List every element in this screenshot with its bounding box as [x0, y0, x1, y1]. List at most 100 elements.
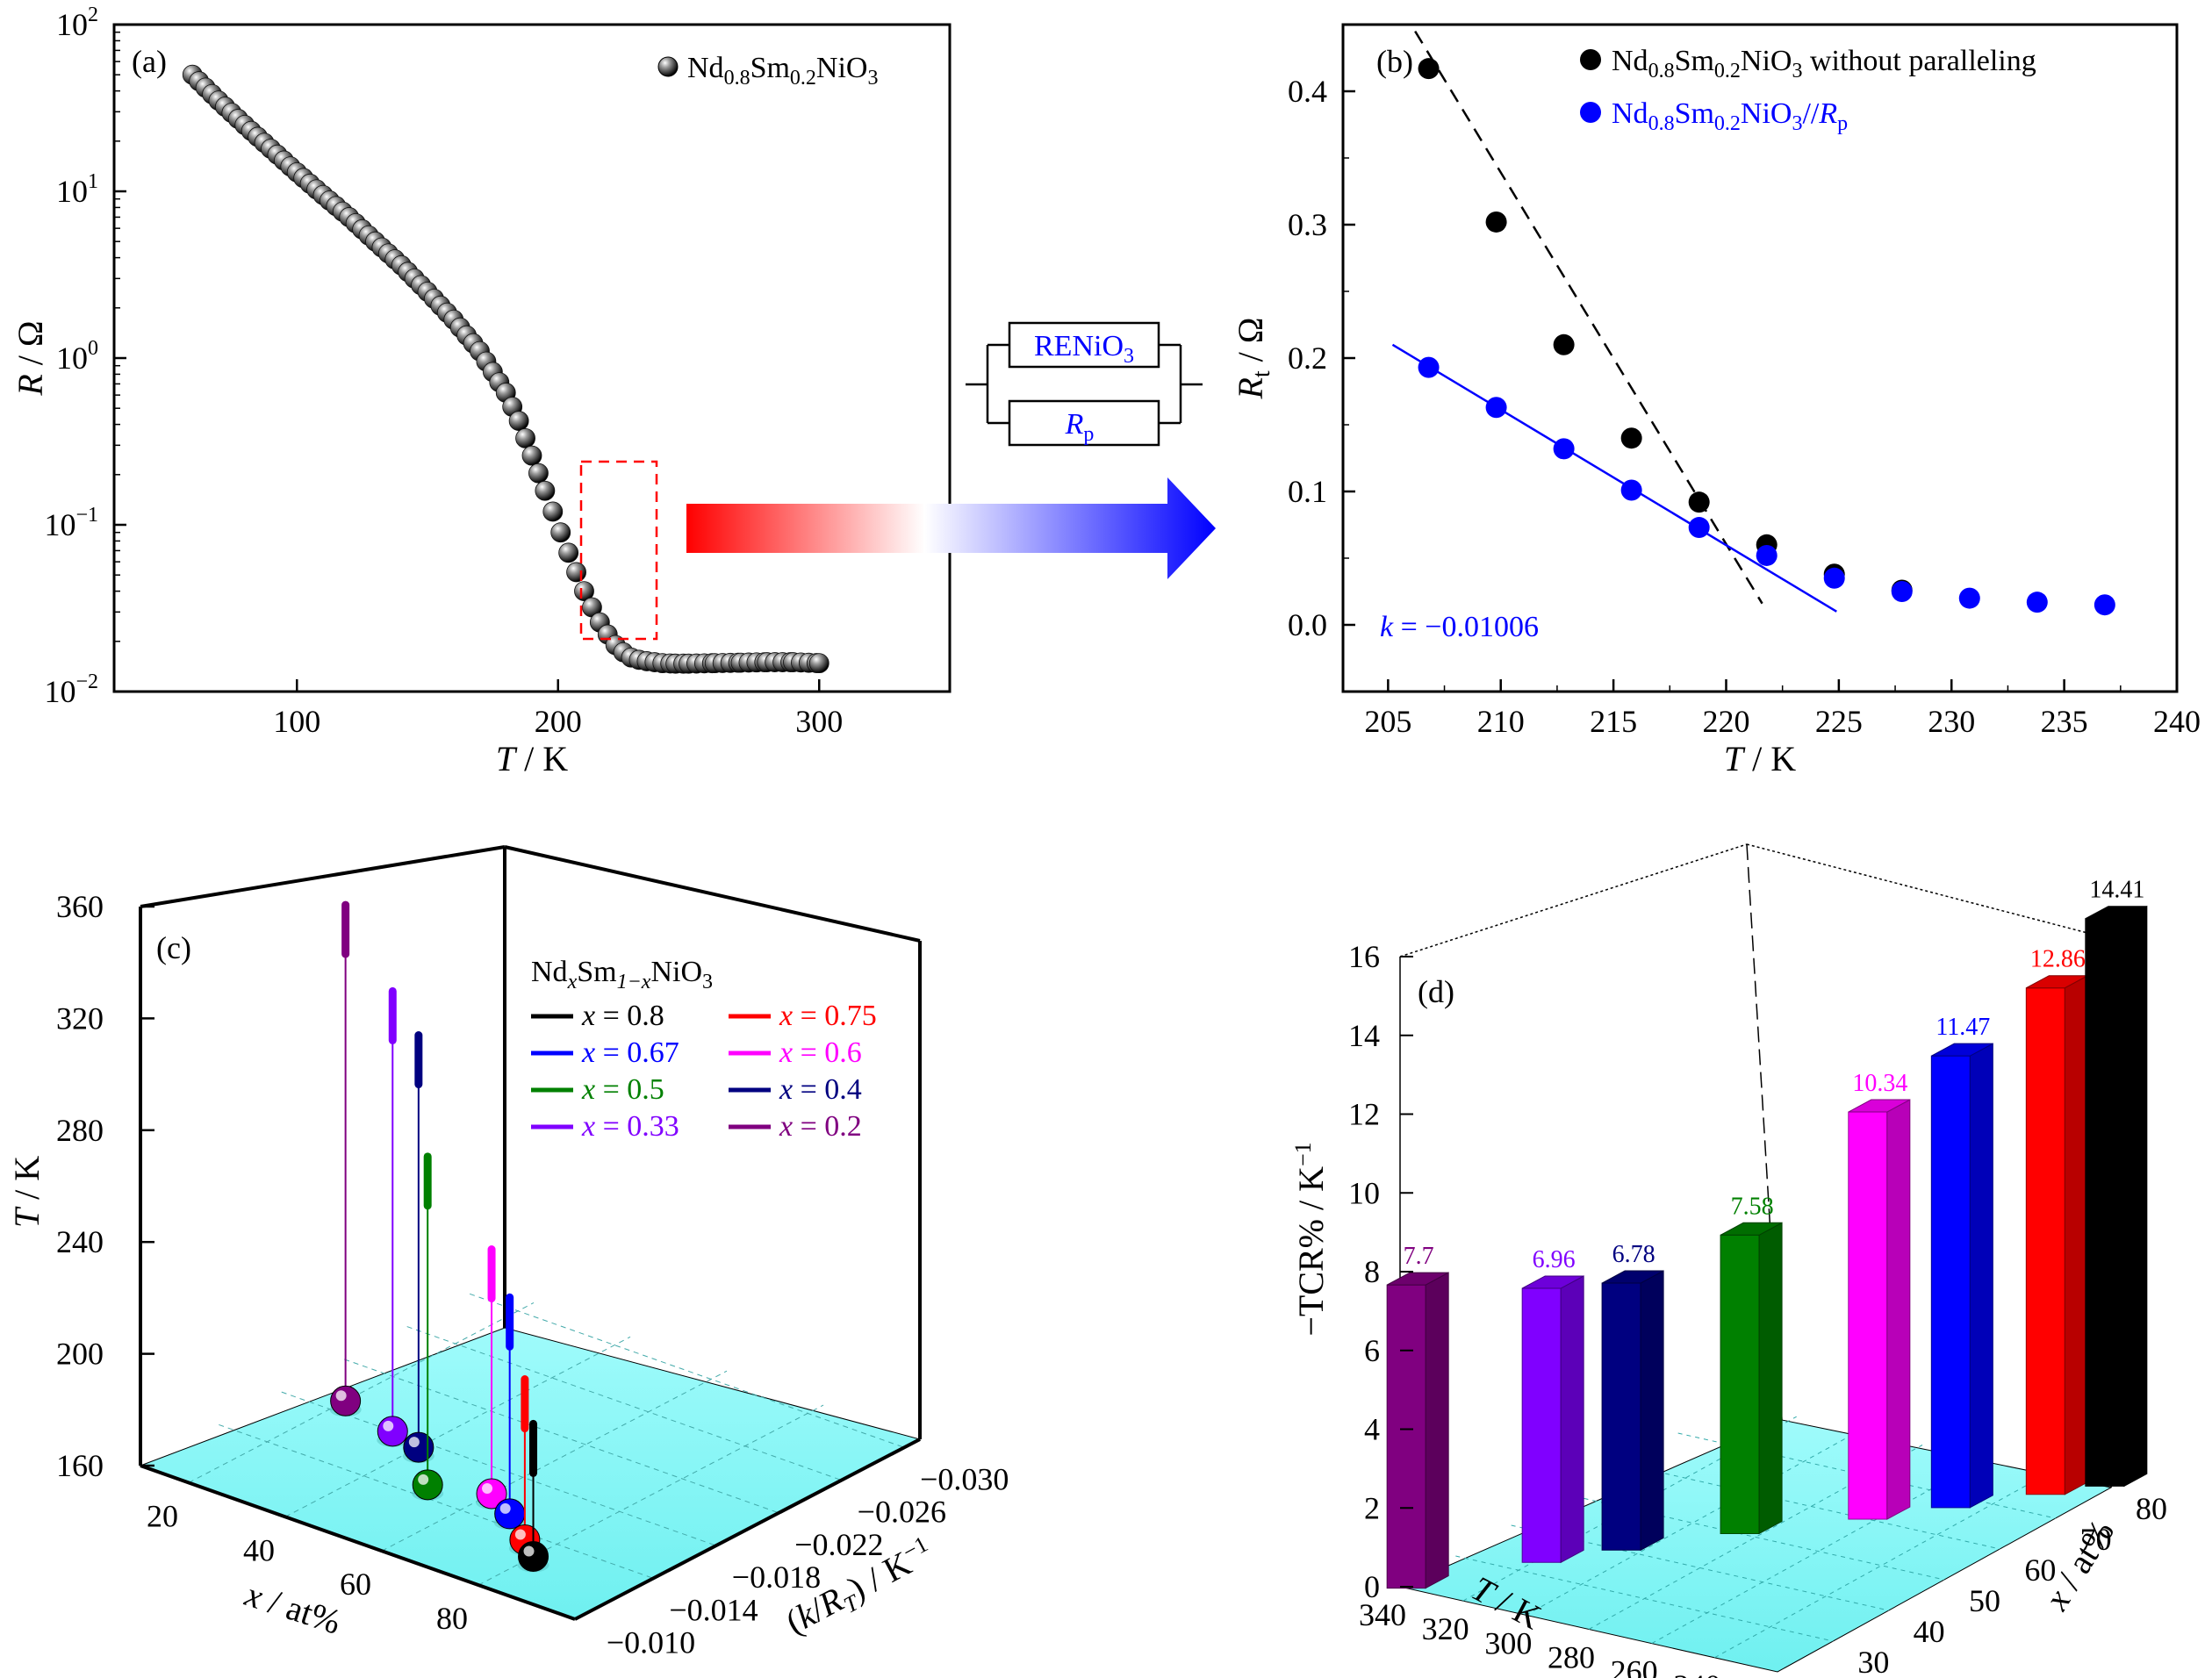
data-point-highlight-c	[523, 1545, 535, 1557]
z-tick-label-d: 8	[1364, 1254, 1380, 1289]
x-tick-label-d: 70	[2080, 1522, 2112, 1557]
legend-label-a: Nd0.8Sm0.2NiO3	[687, 52, 878, 90]
bar-side-d	[1886, 1099, 1911, 1520]
y-tick-label-a: 102	[56, 4, 98, 42]
T-tick-label-d: 240	[1673, 1668, 1720, 1678]
data-point-b-black	[1418, 58, 1440, 80]
data-point-a	[574, 581, 594, 602]
data-point-b-blue	[2094, 594, 2115, 616]
legend-label-b-black: Nd0.8Sm0.2NiO3 without paralleling	[1612, 45, 2036, 82]
bar-front-d	[1930, 1055, 1971, 1509]
z-tick-label-c: 280	[56, 1113, 104, 1148]
legend-marker-b-blue	[1580, 102, 1601, 123]
T-tick-label-d: 300	[1484, 1625, 1532, 1660]
y-tick-label-b: 0.1	[1288, 474, 1327, 509]
data-point-b-blue	[1688, 517, 1710, 539]
legend-label-c: x = 0.33	[581, 1110, 679, 1143]
bar-side-d	[1425, 1272, 1449, 1589]
z-tick-label-d: 16	[1348, 939, 1380, 974]
y-tick-label-c: −0.026	[858, 1495, 946, 1530]
bar-top-d	[2085, 906, 2148, 920]
bar-value-label-d: 6.78	[1612, 1241, 1655, 1268]
x-tick-label-b: 235	[2041, 704, 2088, 739]
bar-side-d	[2064, 974, 2088, 1495]
data-point-a	[550, 522, 571, 543]
z-axis-label-d: −TCR% / K−1	[1290, 1142, 1331, 1336]
legend-marker-b-black	[1580, 49, 1601, 70]
y-tick-label-c: −0.014	[669, 1592, 758, 1627]
panel-label-b: (b)	[1376, 44, 1413, 79]
panel-label-c: (c)	[156, 930, 191, 965]
data-point-b-blue	[1620, 479, 1642, 501]
axis-ticks-d: 0246810121416340320300280260240220203040…	[1348, 939, 2167, 1678]
data-point-highlight-c	[499, 1502, 511, 1514]
x-tick-label-b: 240	[2153, 704, 2201, 739]
bar-front-d	[2085, 918, 2125, 1487]
data-point-b-blue	[1891, 581, 1913, 602]
grid-line-c	[188, 1302, 535, 1483]
bar-value-label-d: 6.96	[1533, 1246, 1576, 1273]
data-point-a	[508, 411, 529, 431]
x-tick-label-b: 205	[1364, 704, 1411, 739]
z-tick-label-c: 160	[56, 1448, 104, 1483]
data-point-a	[808, 653, 830, 674]
bar-top-d	[1601, 1270, 1664, 1284]
x-tick-label-c: 40	[243, 1532, 275, 1567]
x-tick-label-b: 230	[1928, 704, 1975, 739]
data-point-c	[403, 1431, 434, 1463]
slope-annotation: k = −0.01006	[1380, 611, 1539, 643]
z-tick-label-d: 14	[1348, 1018, 1380, 1053]
grid-line-d	[1526, 1430, 1860, 1616]
legend-label-c: x = 0.5	[581, 1073, 664, 1106]
x-tick-label-c: 20	[147, 1498, 178, 1533]
data-point-b-black	[1553, 333, 1575, 355]
z-tick-label-c: 240	[56, 1224, 104, 1259]
panel-b: 205 210 215 220 225 230 235 2400.00.10.20.30.4 …	[1231, 23, 2201, 778]
data-point-highlight-c	[408, 1437, 420, 1448]
data-point-b-blue	[1485, 397, 1507, 419]
z-tick-label-c: 200	[56, 1337, 104, 1372]
data-point-b-black	[1688, 491, 1710, 513]
z-tick-label-d: 0	[1364, 1569, 1380, 1604]
x-tick-label-b: 215	[1590, 704, 1637, 739]
bar-front-d	[1720, 1234, 1760, 1534]
transition-arrow	[686, 477, 1216, 579]
z-tick-label-d: 10	[1348, 1175, 1380, 1210]
T-tick-label-d: 260	[1611, 1654, 1658, 1678]
y-tick-label-c: −0.018	[732, 1560, 821, 1595]
axis-ticks-b: 205 210 215 220 225 230 235 240 0.0 0.1 0.2 0.3 0.4	[1288, 24, 2201, 739]
fit-line-solid	[1391, 343, 1837, 613]
data-point-b-black	[1485, 211, 1507, 233]
data-point-a	[521, 445, 542, 466]
y-tick-label-b: 0.2	[1288, 341, 1327, 376]
data-point-b-blue	[1958, 587, 1980, 609]
grid-line-d	[1651, 1459, 1986, 1645]
grid-line-c	[478, 1404, 824, 1586]
x-tick-label-c: 60	[340, 1567, 371, 1602]
grid-line-c	[381, 1370, 728, 1552]
bar-front-d	[1848, 1111, 1888, 1520]
data-point-a	[528, 463, 549, 484]
grid-line-d	[1622, 1463, 2000, 1550]
bar-side-d	[1640, 1270, 1664, 1552]
bar-top-d	[1386, 1272, 1449, 1286]
T-tick-label-d: 320	[1422, 1611, 1469, 1646]
legend-marker-a	[657, 56, 679, 77]
grid-line-c	[284, 1336, 631, 1517]
x-tick-label-d: 50	[1969, 1583, 2000, 1618]
bar-front-d	[1521, 1287, 1562, 1563]
bar-value-label-d: 10.34	[1852, 1070, 1907, 1097]
z-tick-label-c: 360	[56, 889, 104, 924]
data-point-highlight-c	[514, 1529, 526, 1540]
x-tick-label-a: 100	[273, 704, 320, 739]
x-tick-label-b: 225	[1815, 704, 1863, 739]
data-point-highlight-c	[418, 1474, 429, 1485]
axis-ticks-a: 100 200 300 10−2 10−1 100 101 102	[44, 4, 843, 739]
z-tick-label-d: 2	[1364, 1490, 1380, 1525]
y-tick-label-b: 0.4	[1288, 74, 1327, 109]
data-point-highlight-c	[383, 1420, 394, 1431]
T-tick-label-d: 280	[1548, 1640, 1595, 1675]
bar-value-label-d: 14.41	[2089, 877, 2144, 904]
bar-side-d	[1758, 1222, 1783, 1535]
data-point-c	[412, 1469, 443, 1501]
